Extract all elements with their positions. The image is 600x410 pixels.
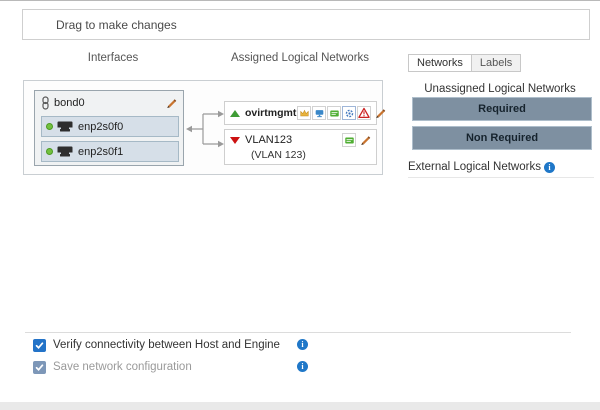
- default-route-gear-icon: [342, 106, 357, 120]
- vlan-id-label: (VLAN 123): [251, 149, 306, 161]
- nic-status-up-icon: [46, 148, 53, 155]
- bottom-gray-strip: [0, 402, 600, 410]
- bond-interface-panel[interactable]: bond0 enp2s0f0: [34, 90, 184, 166]
- attachment-connector-arrows: [186, 110, 224, 148]
- network-box-ovirtmgmt[interactable]: ovirtmgmt: [224, 101, 386, 125]
- management-crown-icon: [297, 106, 312, 120]
- nic-row-enp2s0f1[interactable]: enp2s0f1: [41, 141, 179, 162]
- verify-connectivity-checkbox[interactable]: [33, 338, 46, 352]
- save-configuration-row: Save network configuration: [33, 360, 192, 374]
- nic-port-icon: [57, 121, 73, 132]
- drag-hint-bar: Drag to make changes: [22, 9, 590, 40]
- external-section-divider: [408, 177, 594, 178]
- assigned-networks-column-heading: Assigned Logical Networks: [230, 52, 370, 64]
- network-down-icon: [230, 136, 240, 144]
- verify-connectivity-label: Verify connectivity between Host and Eng…: [53, 339, 280, 351]
- right-panel-tabs: Networks Labels: [408, 54, 522, 72]
- external-networks-section: External Logical Networks i: [408, 161, 555, 173]
- save-configuration-checkbox[interactable]: [33, 360, 46, 374]
- network-box-vlan123[interactable]: VLAN123 (VLAN 123): [224, 129, 377, 165]
- external-networks-title: External Logical Networks: [408, 161, 541, 173]
- unassigned-networks-title: Unassigned Logical Networks: [424, 83, 576, 95]
- network-name-label: VLAN123: [245, 134, 293, 146]
- info-icon[interactable]: i: [297, 361, 308, 372]
- drag-hint-label: Drag to make changes: [56, 17, 177, 32]
- nic-name-label: enp2s0f1: [78, 145, 124, 158]
- bond-name-label: bond0: [54, 96, 85, 109]
- nic-port-icon: [57, 146, 73, 157]
- bond-chain-icon: [41, 95, 50, 110]
- info-icon[interactable]: i: [297, 339, 308, 350]
- nic-row-enp2s0f0[interactable]: enp2s0f0: [41, 116, 179, 137]
- vm-network-icon: [342, 133, 356, 147]
- network-name-label: ovirtmgmt: [245, 107, 297, 119]
- non-required-networks-bucket[interactable]: Non Required: [412, 126, 592, 150]
- bond-header: bond0: [35, 91, 183, 114]
- edit-network-pencil-icon[interactable]: [359, 134, 371, 146]
- host-network-setup-row: bond0 enp2s0f0: [23, 80, 386, 175]
- verify-connectivity-row: Verify connectivity between Host and Eng…: [33, 338, 280, 352]
- edit-network-pencil-icon[interactable]: [374, 107, 386, 119]
- window-top-border: [0, 0, 600, 1]
- edit-bond-pencil-icon[interactable]: [165, 97, 177, 109]
- footer-divider: [25, 332, 571, 333]
- network-up-icon: [230, 109, 240, 117]
- save-configuration-label: Save network configuration: [53, 361, 192, 373]
- tab-networks[interactable]: Networks: [408, 54, 472, 72]
- required-networks-bucket[interactable]: Required: [412, 97, 592, 121]
- out-of-sync-warning-icon: [357, 106, 372, 120]
- nic-status-up-icon: [46, 123, 53, 130]
- info-icon[interactable]: i: [543, 161, 555, 173]
- interfaces-column-heading: Interfaces: [87, 52, 139, 64]
- nic-name-label: enp2s0f0: [78, 120, 124, 133]
- vm-network-icon: [327, 106, 342, 120]
- tab-labels[interactable]: Labels: [471, 54, 522, 72]
- display-network-icon: [312, 106, 327, 120]
